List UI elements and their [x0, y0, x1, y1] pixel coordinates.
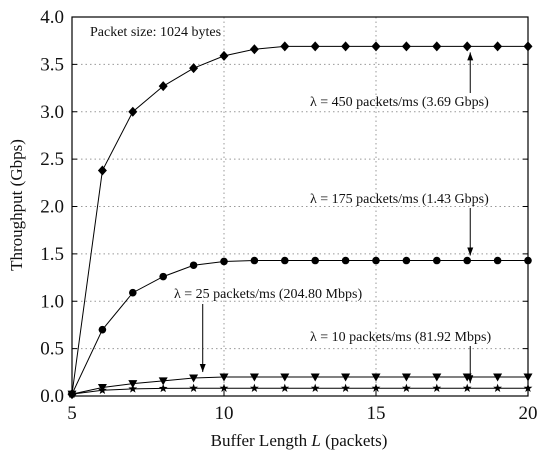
data-point	[219, 383, 229, 392]
series-0	[67, 41, 533, 400]
data-point	[97, 165, 107, 176]
data-point	[371, 373, 381, 382]
grid-lines	[72, 17, 528, 396]
series-label-450: λ = 450 packets/ms (3.69 Gbps)	[310, 95, 489, 110]
data-point	[371, 383, 381, 392]
data-point	[281, 256, 289, 265]
data-point	[432, 373, 442, 382]
label-10-arrow-head	[467, 375, 474, 384]
data-point	[462, 383, 472, 392]
series-line	[71, 376, 528, 395]
y-tick-label: 3.0	[40, 102, 64, 123]
y-tick-label: 3.5	[40, 54, 64, 75]
data-point	[98, 385, 107, 395]
data-point	[189, 261, 198, 270]
series-label-10: λ = 10 packets/ms (81.92 Mbps)	[310, 330, 491, 345]
y-tick-label: 1.5	[40, 244, 64, 265]
y-tick-label: 2.0	[40, 197, 64, 218]
data-point	[159, 272, 167, 281]
data-point	[341, 41, 351, 52]
data-point	[372, 256, 380, 265]
data-point	[158, 81, 168, 92]
x-tick-label: 15	[367, 403, 386, 424]
data-point	[402, 383, 411, 392]
data-point	[493, 383, 502, 392]
data-point	[493, 373, 503, 382]
data-point	[128, 380, 138, 389]
data-point	[128, 106, 138, 117]
data-point	[280, 41, 290, 52]
data-point	[189, 374, 199, 383]
packet-size-note: Packet size: 1024 bytes	[90, 25, 221, 40]
series-layer	[67, 41, 533, 400]
data-point	[98, 325, 107, 334]
series-1	[68, 256, 532, 398]
series-line	[71, 45, 528, 395]
data-point	[341, 373, 351, 382]
data-point	[310, 41, 320, 52]
data-point	[402, 256, 411, 265]
data-point	[158, 377, 168, 386]
data-point	[371, 41, 381, 52]
data-point	[432, 41, 442, 52]
data-point	[462, 41, 472, 52]
data-point	[189, 383, 198, 392]
data-point	[158, 383, 168, 393]
data-point	[250, 383, 259, 392]
x-axis-title-text: Buffer Length	[211, 431, 308, 450]
data-point	[220, 257, 228, 266]
data-point	[341, 256, 350, 265]
data-point	[219, 50, 229, 61]
series-line	[71, 387, 528, 395]
x-tick-label: 10	[215, 403, 234, 424]
data-point	[249, 44, 259, 55]
data-point	[129, 288, 137, 297]
y-axis-title: Throughput (Gbps)	[7, 139, 26, 271]
data-point	[280, 373, 290, 382]
data-point	[189, 63, 199, 74]
y-tick-label: 2.5	[40, 149, 64, 170]
x-axis-title: Buffer Length L (packets)	[211, 431, 388, 450]
data-point	[310, 383, 320, 392]
series-annotations: λ = 450 packets/ms (3.69 Gbps) λ = 175 p…	[174, 52, 491, 384]
series-label-175: λ = 175 packets/ms (1.43 Gbps)	[310, 192, 489, 207]
data-point	[493, 41, 503, 52]
x-axis-title-variable: L	[310, 431, 320, 450]
series-2	[67, 373, 533, 399]
y-tick-label: 0.5	[40, 339, 64, 360]
x-tick-label: 5	[67, 403, 77, 424]
x-axis-title-unit: (packets)	[325, 431, 387, 450]
data-point	[250, 256, 259, 265]
series-label-25: λ = 25 packets/ms (204.80 Mbps)	[174, 287, 362, 302]
data-point	[280, 383, 290, 392]
label-175-arrow-head	[467, 247, 474, 256]
data-point	[128, 384, 138, 393]
data-point	[401, 41, 411, 52]
data-point	[341, 383, 350, 392]
data-point	[432, 383, 442, 392]
data-point	[493, 256, 502, 265]
label-450-arrow-head	[467, 52, 474, 61]
y-tick-label: 1.0	[40, 291, 64, 312]
series-3	[67, 383, 533, 398]
data-point	[219, 373, 229, 382]
x-tick-label: 20	[519, 403, 538, 424]
data-point	[249, 373, 259, 382]
series-line	[71, 260, 528, 395]
data-point	[433, 256, 441, 265]
data-point	[311, 256, 320, 265]
label-25-arrow-head	[199, 364, 206, 373]
axis-ticks: 0.0 0.5 1.0 1.5 2.0 2.5 3.0 3.5 4.0 5 10 15 20	[40, 7, 537, 424]
data-point	[401, 373, 411, 382]
y-tick-label: 0.0	[40, 386, 64, 407]
y-tick-label: 4.0	[40, 7, 64, 28]
data-point	[310, 373, 320, 382]
data-point	[463, 256, 472, 265]
